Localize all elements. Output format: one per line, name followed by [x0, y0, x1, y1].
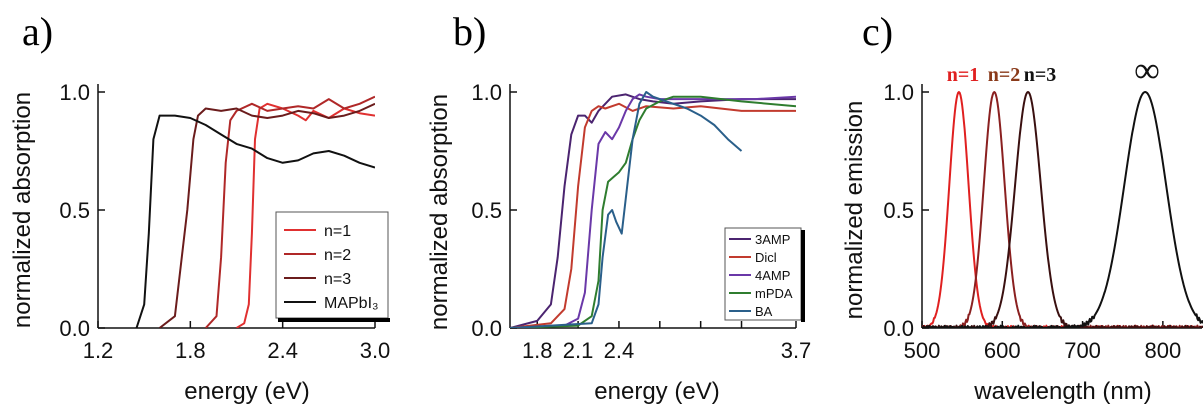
panel-a-xlabel: energy (eV): [184, 378, 309, 405]
panel-b-series-line: [510, 95, 796, 328]
panel-c-xtick-label: 800: [1144, 338, 1181, 363]
panel-b-series-line: [510, 102, 796, 328]
panel-b-series-line: [510, 93, 796, 328]
panel-c-letter: c): [862, 9, 893, 54]
panel-a-legend-label: n=3: [324, 271, 351, 288]
panel-a-ytick-label: 0.0: [59, 316, 90, 341]
panel-a-legend-label: MAPbI₃: [324, 295, 379, 312]
panel-c-xtick-label: 500: [904, 338, 941, 363]
panel-c-xtick-label: 600: [984, 338, 1021, 363]
panel-b-xtick-label: 2.4: [604, 338, 635, 363]
panel-b-ylabel: normalized absorption: [426, 94, 453, 330]
panel-c-series-line: [922, 91, 1203, 328]
panel-b-letter: b): [453, 9, 486, 54]
panel-c-ytick-label: 0.0: [883, 316, 914, 341]
panel-c-xtick-label: 700: [1064, 338, 1101, 363]
panel-c-ytick-label: 1.0: [883, 80, 914, 105]
panel-a-ylabel: normalized absorption: [9, 92, 36, 328]
panel-c-ylabel: normalized emission: [841, 101, 868, 320]
panel-b-ytick-label: 0.5: [471, 198, 502, 223]
panel-b-series-line: [510, 93, 796, 328]
panel-a-ytick-label: 1.0: [59, 80, 90, 105]
panel-c-peak-label: ∞: [1134, 50, 1160, 90]
panel-c-xlabel: wavelength (nm): [973, 378, 1151, 405]
panel-b-xtick-label: 2.1: [563, 338, 594, 363]
panel-a-series-line: [135, 114, 375, 328]
panel-a-series-line: [204, 95, 375, 328]
panel-b-xtick-label: 3.7: [781, 338, 812, 363]
panel-a-ytick-label: 0.5: [59, 198, 90, 223]
panel-c-peak-label: n=2: [988, 64, 1021, 86]
panel-c-ytick-label: 0.5: [883, 198, 914, 223]
panel-c-chart: 0.0 0.5 1.0 500 600 700 800 n=1 n=2 n=3 ∞: [883, 50, 1203, 363]
panel-b-ytick-label: 1.0: [471, 80, 502, 105]
panel-b-legend-label: 4AMP: [755, 268, 790, 283]
panel-b-legend-label: 3AMP: [755, 232, 790, 247]
panel-a-legend-label: n=1: [324, 223, 351, 240]
panel-c-peak-label: n=3: [1024, 64, 1057, 86]
panel-a-letter: a): [22, 9, 53, 54]
panel-b-series-line: [510, 91, 743, 328]
panel-a-plot-area: [135, 95, 375, 328]
panel-b-legend-label: Dicl: [755, 250, 777, 265]
panel-b-chart: 0.0 0.5 1.0 1.8 2.1 2.4 3.7 3AMP Dicl 4AMP mPDA BA: [471, 80, 811, 363]
panel-c-peak-label: n=1: [947, 64, 980, 86]
panel-a-chart: 0.0 0.5 1.0 1.2 1.8 2.4 3.0 n=1 n=2 n=3 MAPbI₃: [59, 80, 390, 363]
panel-a-xtick-label: 1.2: [83, 338, 114, 363]
panel-a-xtick-label: 1.8: [175, 338, 206, 363]
panel-c-plot-area: [922, 91, 1203, 328]
panel-b-xlabel: energy (eV): [594, 378, 719, 405]
panel-b-plot-area: [510, 91, 796, 328]
panel-c-series-line: [922, 91, 1203, 328]
panel-a-series-line: [158, 102, 375, 328]
panel-b-legend-label: mPDA: [755, 286, 793, 301]
panel-a-xtick-label: 2.4: [267, 338, 298, 363]
panel-a-xtick-label: 3.0: [360, 338, 391, 363]
panel-b-legend-label: BA: [755, 304, 773, 319]
panel-b-ytick-label: 0.0: [471, 316, 502, 341]
panel-a-legend-label: n=2: [324, 247, 351, 264]
panel-b-xtick-label: 1.8: [522, 338, 553, 363]
